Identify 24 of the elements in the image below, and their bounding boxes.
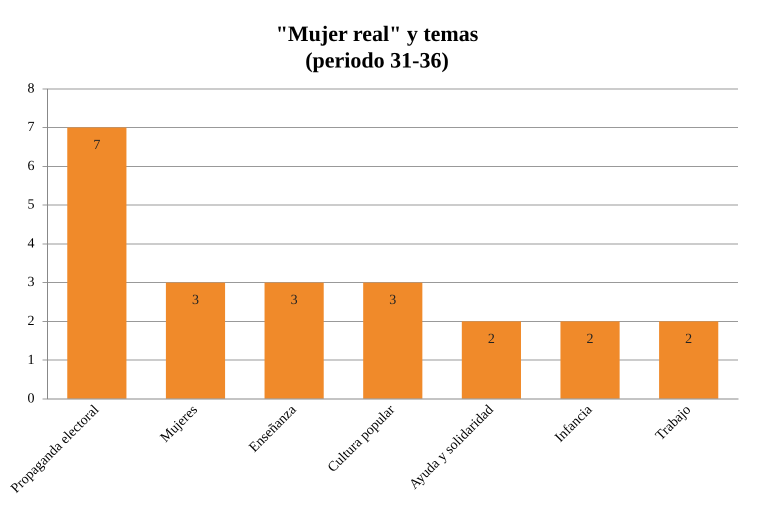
data-label: 2	[685, 332, 692, 347]
y-tick-label: 3	[28, 275, 35, 290]
y-tick-label: 5	[28, 198, 35, 213]
y-tick-label: 0	[28, 392, 35, 407]
data-label: 2	[586, 332, 594, 347]
bar	[67, 128, 126, 398]
data-label: 3	[192, 293, 199, 308]
data-label: 3	[290, 293, 298, 308]
chart-title: "Mujer real" y temas (periodo 31-36)	[276, 20, 479, 72]
bar	[264, 282, 324, 398]
bar	[659, 321, 718, 398]
bar	[560, 321, 620, 398]
data-label: 3	[389, 293, 396, 308]
y-tick-label: 8	[28, 81, 35, 96]
y-tick-label: 6	[28, 158, 35, 174]
y-tick-label: 4	[28, 236, 35, 252]
data-label: 7	[93, 138, 100, 154]
data-label: 2	[488, 332, 495, 347]
y-tick-label: 7	[28, 120, 35, 136]
bar	[166, 282, 226, 398]
bar	[363, 282, 422, 398]
y-tick-label: 2	[28, 314, 35, 329]
y-tick-label: 1	[28, 352, 35, 368]
bar	[462, 321, 521, 398]
